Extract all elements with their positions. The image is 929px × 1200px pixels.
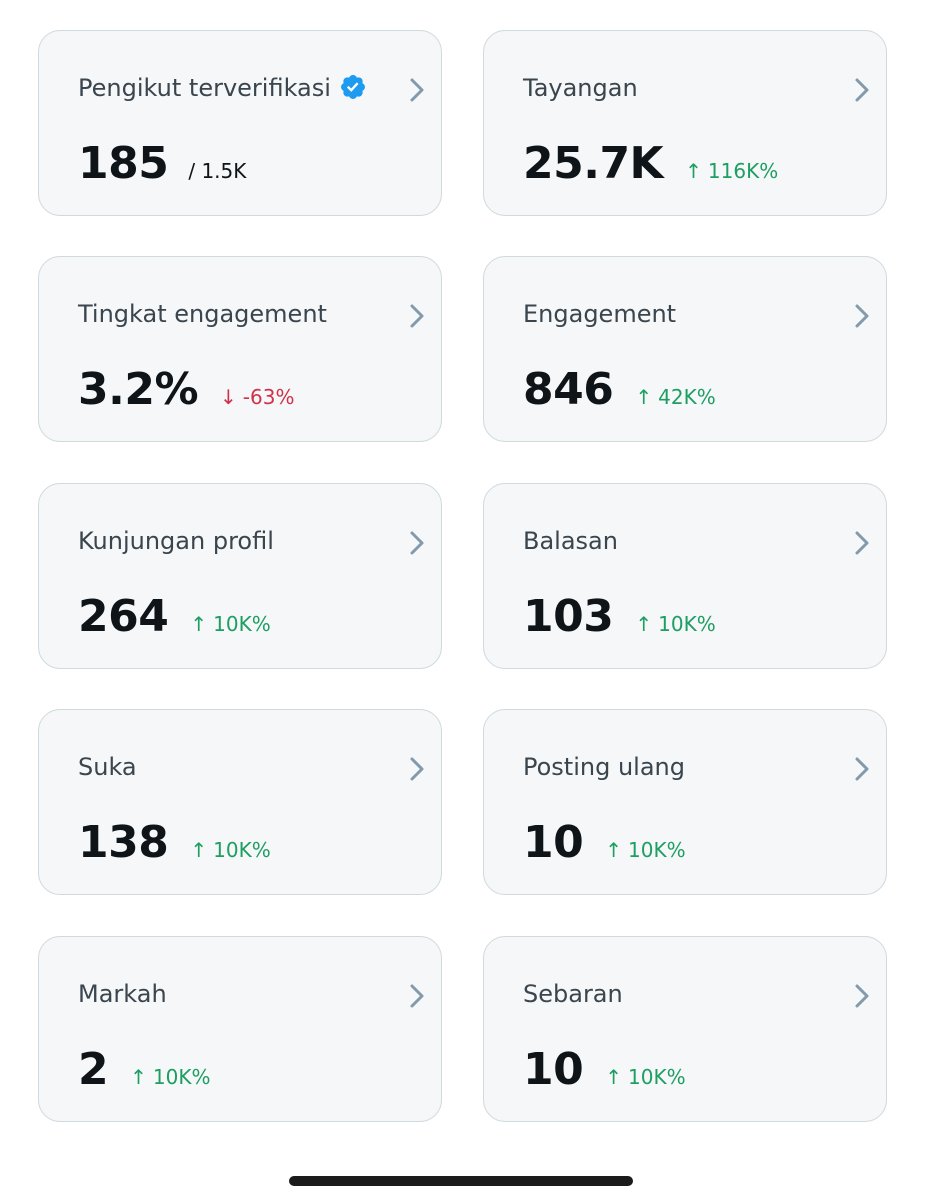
metric-value: 3.2% <box>78 364 199 415</box>
metric-card-shares[interactable]: Sebaran 10 ↑ 10K% <box>483 936 887 1122</box>
card-title: Kunjungan profil <box>78 527 274 555</box>
metric-value: 138 <box>78 817 169 868</box>
arrow-up-icon: ↑ <box>605 1065 622 1089</box>
arrow-up-icon: ↑ <box>190 612 208 636</box>
metric-card-likes[interactable]: Suka 138 ↑ 10K% <box>38 709 442 895</box>
metric-value: 10 <box>523 817 584 868</box>
chevron-right-icon <box>855 304 869 328</box>
metric-value: 25.7K <box>523 138 664 189</box>
verified-badge-icon <box>340 75 365 99</box>
metric-card-bookmarks[interactable]: Markah 2 ↑ 10K% <box>38 936 442 1122</box>
value-row: 10 ↑ 10K% <box>523 1041 686 1099</box>
metric-value: 2 <box>78 1044 109 1095</box>
card-title: Tayangan <box>523 74 638 102</box>
metric-card-replies[interactable]: Balasan 103 ↑ 10K% <box>483 483 887 669</box>
value-row: 103 ↑ 10K% <box>523 588 716 646</box>
metric-card-engagement[interactable]: Engagement 846 ↑ 42K% <box>483 256 887 442</box>
metric-value: 103 <box>523 591 614 642</box>
chevron-right-icon <box>410 531 424 555</box>
metric-change: ↑ 10K% <box>605 838 686 862</box>
metric-value: 846 <box>523 364 614 415</box>
value-row: 3.2% ↓ -63% <box>78 361 294 419</box>
value-row: 846 ↑ 42K% <box>523 361 716 419</box>
metric-change: ↑ 10K% <box>190 612 271 636</box>
chevron-right-icon <box>855 78 869 102</box>
arrow-up-icon: ↑ <box>130 1065 147 1089</box>
metric-card-views[interactable]: Tayangan 25.7K ↑ 116K% <box>483 30 887 216</box>
metric-value: 185 <box>78 138 169 189</box>
card-title: Suka <box>78 753 137 781</box>
arrow-down-icon: ↓ <box>220 385 237 409</box>
metric-change: ↑ 10K% <box>190 838 271 862</box>
card-title: Engagement <box>523 300 677 328</box>
metric-card-reposts[interactable]: Posting ulang 10 ↑ 10K% <box>483 709 887 895</box>
metric-value: 10 <box>523 1044 584 1095</box>
arrow-up-icon: ↑ <box>190 838 208 862</box>
chevron-right-icon <box>410 78 424 102</box>
metric-change: ↑ 10K% <box>130 1065 211 1089</box>
chevron-right-icon <box>855 984 869 1008</box>
card-title: Tingkat engagement <box>78 300 327 328</box>
chevron-right-icon <box>410 984 424 1008</box>
arrow-up-icon: ↑ <box>635 385 653 409</box>
card-title: Pengikut terverifikasi <box>78 72 367 104</box>
metric-card-profile-visits[interactable]: Kunjungan profil 264 ↑ 10K% <box>38 483 442 669</box>
value-row: 264 ↑ 10K% <box>78 588 271 646</box>
arrow-up-icon: ↑ <box>685 159 702 183</box>
card-title: Posting ulang <box>523 753 685 781</box>
card-title: Sebaran <box>523 980 623 1008</box>
home-indicator[interactable] <box>289 1176 633 1186</box>
chevron-right-icon <box>855 531 869 555</box>
value-row: 10 ↑ 10K% <box>523 814 686 872</box>
value-row: 25.7K ↑ 116K% <box>523 135 778 193</box>
value-row: 2 ↑ 10K% <box>78 1041 210 1099</box>
metric-card-verified-followers[interactable]: Pengikut terverifikasi 185 / 1.5K <box>38 30 442 216</box>
metric-change: ↓ -63% <box>220 385 295 409</box>
value-row: 138 ↑ 10K% <box>78 814 271 872</box>
metric-card-engagement-rate[interactable]: Tingkat engagement 3.2% ↓ -63% <box>38 256 442 442</box>
metric-change: ↑ 10K% <box>635 612 716 636</box>
metric-change: ↑ 10K% <box>605 1065 686 1089</box>
arrow-up-icon: ↑ <box>635 612 653 636</box>
chevron-right-icon <box>855 757 869 781</box>
chevron-right-icon <box>410 757 424 781</box>
arrow-up-icon: ↑ <box>605 838 622 862</box>
metric-total: / 1.5K <box>188 159 247 183</box>
metric-value: 264 <box>78 591 169 642</box>
metric-change: ↑ 42K% <box>635 385 716 409</box>
chevron-right-icon <box>410 304 424 328</box>
value-row: 185 / 1.5K <box>78 135 246 193</box>
metric-change: ↑ 116K% <box>685 159 779 183</box>
card-title: Balasan <box>523 527 618 555</box>
card-title: Markah <box>78 980 167 1008</box>
